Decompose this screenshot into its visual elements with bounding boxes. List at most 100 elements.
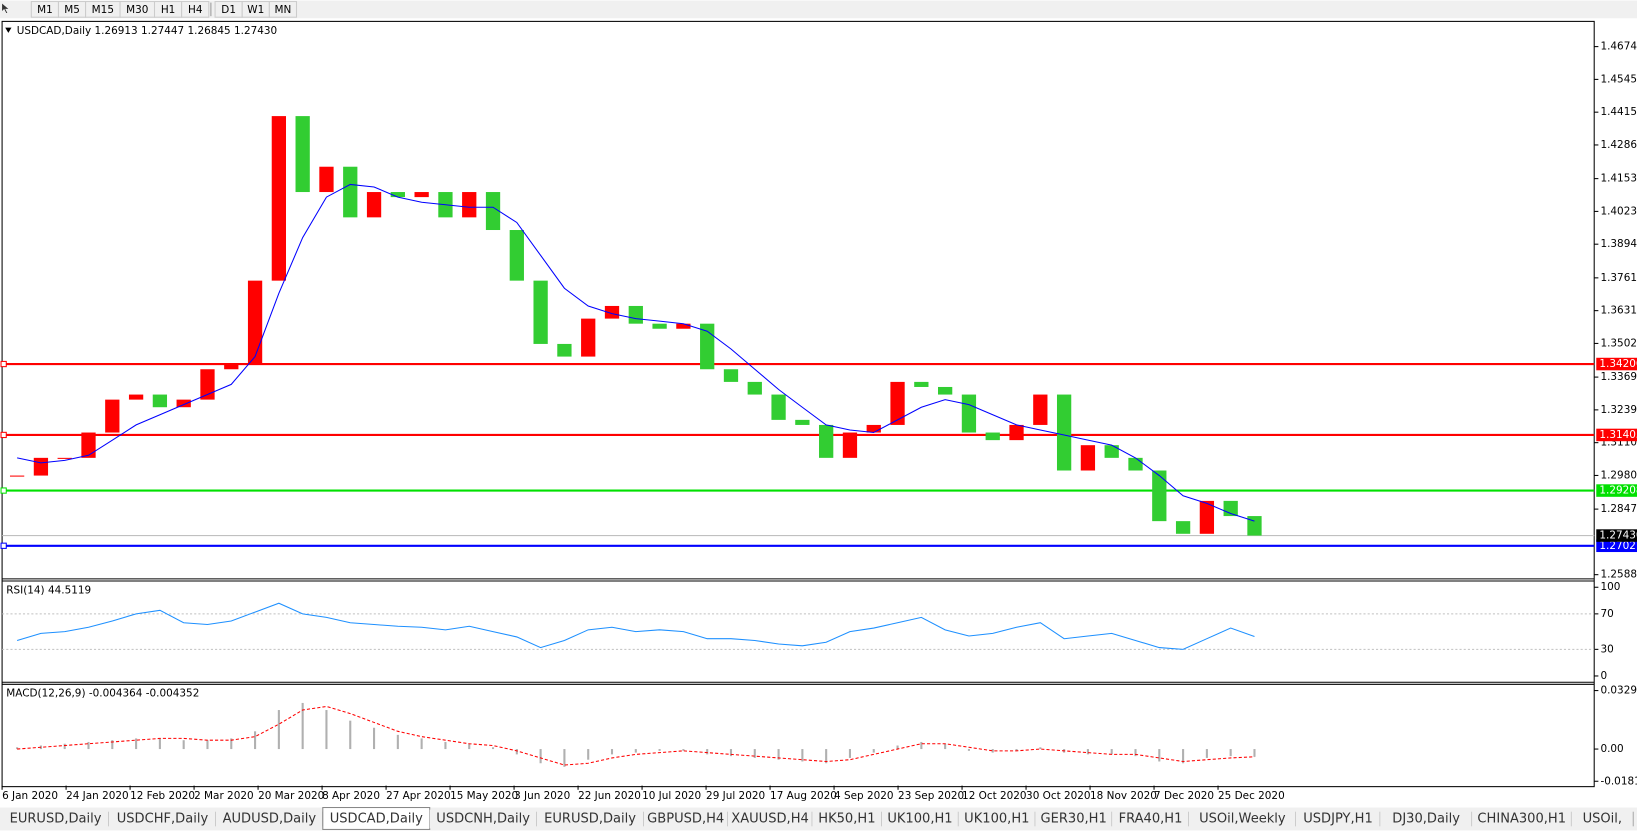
- tab-label[interactable]: AUDUSD,Daily: [223, 812, 317, 827]
- tab-label[interactable]: GER30,H1: [1041, 812, 1107, 827]
- timeframe-label[interactable]: H1: [161, 4, 176, 16]
- tab-label[interactable]: USOil,Weekly: [1199, 812, 1286, 827]
- timeframe-label[interactable]: M30: [126, 4, 148, 16]
- symbol-tab[interactable]: FRA40,H1: [1112, 809, 1190, 829]
- tab-background[interactable]: [958, 809, 1036, 829]
- symbol-tab[interactable]: XAUUSD,H4: [727, 809, 813, 829]
- tab-background[interactable]: [727, 809, 813, 829]
- candle: [319, 166, 334, 193]
- macd-bar: [729, 749, 733, 757]
- current-price-label: 1.27430: [1599, 530, 1637, 542]
- tab-background[interactable]: [429, 809, 537, 829]
- symbol-tab[interactable]: AUDUSD,Daily: [215, 809, 324, 829]
- timeframe-label[interactable]: H4: [188, 4, 203, 16]
- symbol-tab[interactable]: UK100,H1: [958, 809, 1036, 829]
- symbol-tab[interactable]: USDJPY,H1: [1295, 809, 1381, 829]
- tab-label[interactable]: FRA40,H1: [1119, 812, 1183, 827]
- symbol-tab[interactable]: HK50,H1: [812, 809, 883, 829]
- chart-header: USDCAD,Daily 1.26913 1.27447 1.26845 1.2…: [17, 25, 278, 37]
- tab-label[interactable]: USDCAD,Daily: [330, 812, 423, 827]
- tab-label[interactable]: XAUUSD,H4: [731, 812, 809, 827]
- x-tick-label: 22 Jun 2020: [578, 790, 641, 802]
- macd-signal: [17, 705, 1255, 766]
- tab-background[interactable]: [1295, 809, 1381, 829]
- candle: [200, 369, 215, 400]
- tab-background[interactable]: [1112, 809, 1189, 829]
- tab-label[interactable]: HK50,H1: [818, 812, 875, 827]
- tab-label[interactable]: GBPUSD,H4: [647, 812, 724, 827]
- macd-bar: [63, 743, 66, 750]
- macd-bar: [920, 741, 923, 750]
- timeframe-label[interactable]: W1: [247, 4, 264, 16]
- symbol-tab[interactable]: EURUSD,Daily: [2, 809, 110, 829]
- rsi-header: RSI(14) 44.5119: [6, 584, 91, 596]
- symbol-tab[interactable]: DJ30,Daily: [1380, 809, 1473, 829]
- candle: [985, 432, 1000, 441]
- tab-background[interactable]: [108, 809, 216, 829]
- symbol-tab[interactable]: GER30,H1: [1035, 809, 1113, 829]
- symbol-tab[interactable]: USDCNH,Daily: [429, 809, 538, 829]
- macd-value: -0.004364: [89, 688, 143, 700]
- tab-label[interactable]: EURUSD,Daily: [544, 812, 636, 827]
- x-tick-label: 15 May 2020: [450, 790, 518, 802]
- macd-bar: [1134, 749, 1137, 757]
- timeframe-label[interactable]: M5: [64, 4, 80, 16]
- symbol-tab[interactable]: USOil,: [1571, 809, 1634, 829]
- timeframe-button[interactable]: [268, 1, 298, 18]
- rsi-tick-label: 30: [1600, 643, 1613, 655]
- tab-background[interactable]: [2, 809, 109, 829]
- tab-background[interactable]: [643, 809, 728, 829]
- symbol-tab[interactable]: UK100,H1: [881, 809, 959, 829]
- tab-label[interactable]: USOil,: [1583, 812, 1623, 827]
- level-label: 1.34206: [1599, 358, 1637, 370]
- candle: [604, 305, 620, 319]
- tab-background[interactable]: [536, 809, 644, 829]
- timeframe-label[interactable]: MN: [275, 4, 292, 16]
- macd-bar: [706, 749, 709, 755]
- timeframe-label[interactable]: D1: [221, 4, 236, 16]
- tab-label[interactable]: USDJPY,H1: [1303, 812, 1373, 827]
- header-arrow: [5, 27, 12, 33]
- candle: [938, 386, 953, 395]
- tab-label[interactable]: DJ30,Daily: [1392, 812, 1460, 827]
- y-tick-label: 1.33690: [1600, 371, 1637, 383]
- macd-bar: [515, 749, 518, 755]
- macd-bar: [373, 727, 376, 750]
- symbol-tab[interactable]: USDCHF,Daily: [108, 809, 217, 829]
- macd-tick-label: -0.018154: [1600, 775, 1637, 787]
- tab-label[interactable]: USDCNH,Daily: [436, 812, 530, 827]
- symbol-tab[interactable]: CHINA300,H1: [1472, 809, 1572, 829]
- tab-background[interactable]: [215, 809, 323, 829]
- symbol-tab[interactable]: EURUSD,Daily: [536, 809, 645, 829]
- macd-tick-label: 0.00: [1600, 743, 1623, 755]
- y-tick-label: 1.38940: [1600, 238, 1637, 250]
- candle: [152, 394, 168, 408]
- x-tick-label: 20 Mar 2020: [258, 790, 324, 802]
- symbol-tab[interactable]: GBPUSD,H4: [643, 809, 729, 829]
- tab-background[interactable]: [1380, 809, 1473, 829]
- candle: [33, 457, 49, 476]
- tab-background[interactable]: [1571, 809, 1634, 829]
- macd-bar: [1086, 749, 1089, 755]
- tab-label[interactable]: UK100,H1: [964, 812, 1029, 827]
- candle: [914, 381, 929, 387]
- timeframe-button[interactable]: [181, 1, 210, 18]
- timeframe-label[interactable]: M1: [37, 4, 53, 16]
- macd-bar: [1229, 749, 1232, 757]
- tab-background[interactable]: [1188, 809, 1296, 829]
- macd-bar: [848, 749, 852, 758]
- x-tick-label: 8 Apr 2020: [322, 790, 380, 802]
- tab-label[interactable]: UK100,H1: [887, 812, 952, 827]
- tab-label[interactable]: EURUSD,Daily: [10, 812, 102, 827]
- timeframe-label[interactable]: M15: [92, 4, 114, 16]
- tab-background[interactable]: [881, 809, 959, 829]
- tab-background[interactable]: [1035, 809, 1113, 829]
- tab-label[interactable]: CHINA300,H1: [1477, 812, 1566, 827]
- tab-background[interactable]: [1472, 809, 1572, 829]
- tab-label[interactable]: USDCHF,Daily: [117, 812, 209, 827]
- symbol-tab[interactable]: USOil,Weekly: [1188, 809, 1297, 829]
- symbol-tab[interactable]: USDCAD,Daily: [322, 807, 431, 830]
- toolbar: [0, 0, 1637, 19]
- tab-background[interactable]: [812, 809, 882, 829]
